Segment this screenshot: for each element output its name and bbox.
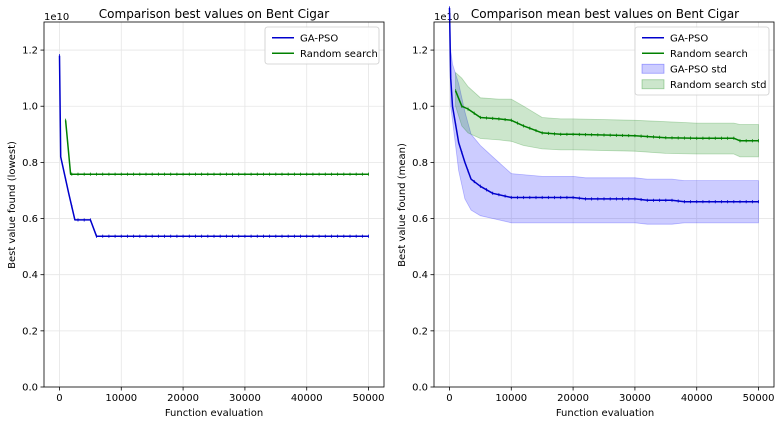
x-tick-label: 30000	[619, 393, 651, 404]
chart-title: Comparison best values on Bent Cigar	[99, 7, 329, 21]
x-tick-label: 20000	[557, 393, 589, 404]
series-lines	[448, 6, 759, 204]
chart-best-values: Comparison best values on Bent Cigar 1e1…	[7, 7, 384, 419]
y-tick-label: 0.0	[22, 383, 38, 394]
series-random-search	[454, 89, 759, 143]
y-tick-label: 0.4	[22, 270, 38, 281]
legend-entry: GA-PSO std	[641, 63, 727, 75]
x-tick-label: 0	[446, 393, 452, 404]
legend-entry: GA-PSO	[272, 33, 338, 44]
series-line	[448, 7, 759, 203]
x-tick-label: 20000	[167, 393, 199, 404]
y-tick-label: 0.8	[412, 158, 428, 169]
x-axis-label: Function evaluation	[165, 408, 263, 419]
grid	[44, 22, 384, 388]
series-lines	[58, 54, 369, 238]
y-tick-label: 0.6	[22, 214, 38, 225]
legend-label: GA-PSO std	[670, 64, 727, 75]
y-tick-label: 0.8	[22, 158, 38, 169]
plot-frame	[43, 21, 385, 388]
series-ga-pso	[448, 6, 759, 204]
legend-swatch	[641, 63, 665, 74]
x-tick-label: 10000	[105, 393, 137, 404]
legend-entry: Random search	[642, 49, 748, 60]
legend-box	[634, 26, 770, 96]
y-tick-label: 1.0	[22, 102, 38, 113]
legend-entry: Random search std	[641, 79, 766, 91]
y-tick-label: 1.2	[22, 46, 38, 57]
series-line	[58, 55, 369, 237]
y-tick-label: 0.6	[412, 214, 428, 225]
legend-label: Random search std	[670, 80, 766, 91]
chart-mean-values: Comparison mean best values on Bent Ciga…	[397, 6, 774, 419]
y-axis-label: Best value found (lowest)	[7, 141, 18, 269]
y-tick-label: 0.0	[412, 383, 428, 394]
y-axis-label: Best value found (mean)	[397, 143, 408, 267]
legend-box	[264, 26, 380, 65]
x-tick-label: 10000	[495, 393, 527, 404]
y-offset-label: 1e10	[44, 12, 69, 23]
y-tick-label: 0.2	[22, 326, 38, 337]
x-tick-label: 50000	[353, 393, 385, 404]
x-tick-label: 30000	[229, 393, 261, 404]
axes: 0 10000 20000 30000 40000 50000 0.0 0.2 0.4 0.6 0.…	[22, 21, 385, 404]
legend: GA-PSO Random search GA-PSO std Random sear…	[634, 26, 770, 96]
legend-label: GA-PSO	[670, 33, 708, 44]
legend: GA-PSO Random search	[264, 26, 380, 65]
legend-swatch	[641, 79, 665, 90]
y-tick-label: 1.0	[412, 102, 428, 113]
series-random-search	[64, 118, 369, 176]
legend-label: Random search	[300, 49, 378, 60]
x-tick-label: 40000	[291, 393, 323, 404]
x-axis-label: Function evaluation	[556, 408, 654, 419]
legend-entry: GA-PSO	[642, 33, 708, 44]
series-line	[64, 120, 369, 175]
series-ga-pso	[58, 54, 369, 238]
x-tick-label: 40000	[681, 393, 713, 404]
x-tick-label: 0	[56, 393, 62, 404]
std-band	[455, 71, 759, 158]
y-offset-label: 1e10	[434, 12, 459, 23]
axes: 0 10000 20000 30000 40000 50000 0.0 0.2 0.4 0.6 0.…	[412, 21, 775, 404]
y-tick-label: 0.2	[412, 326, 428, 337]
legend-entry: Random search	[272, 49, 378, 60]
x-tick-label: 50000	[743, 393, 775, 404]
y-tick-label: 0.4	[412, 270, 428, 281]
plot-frame	[433, 21, 775, 388]
y-tick-label: 1.2	[412, 46, 428, 57]
legend-label: GA-PSO	[300, 33, 338, 44]
legend-label: Random search	[670, 49, 748, 60]
chart-title: Comparison mean best values on Bent Ciga…	[471, 7, 739, 21]
